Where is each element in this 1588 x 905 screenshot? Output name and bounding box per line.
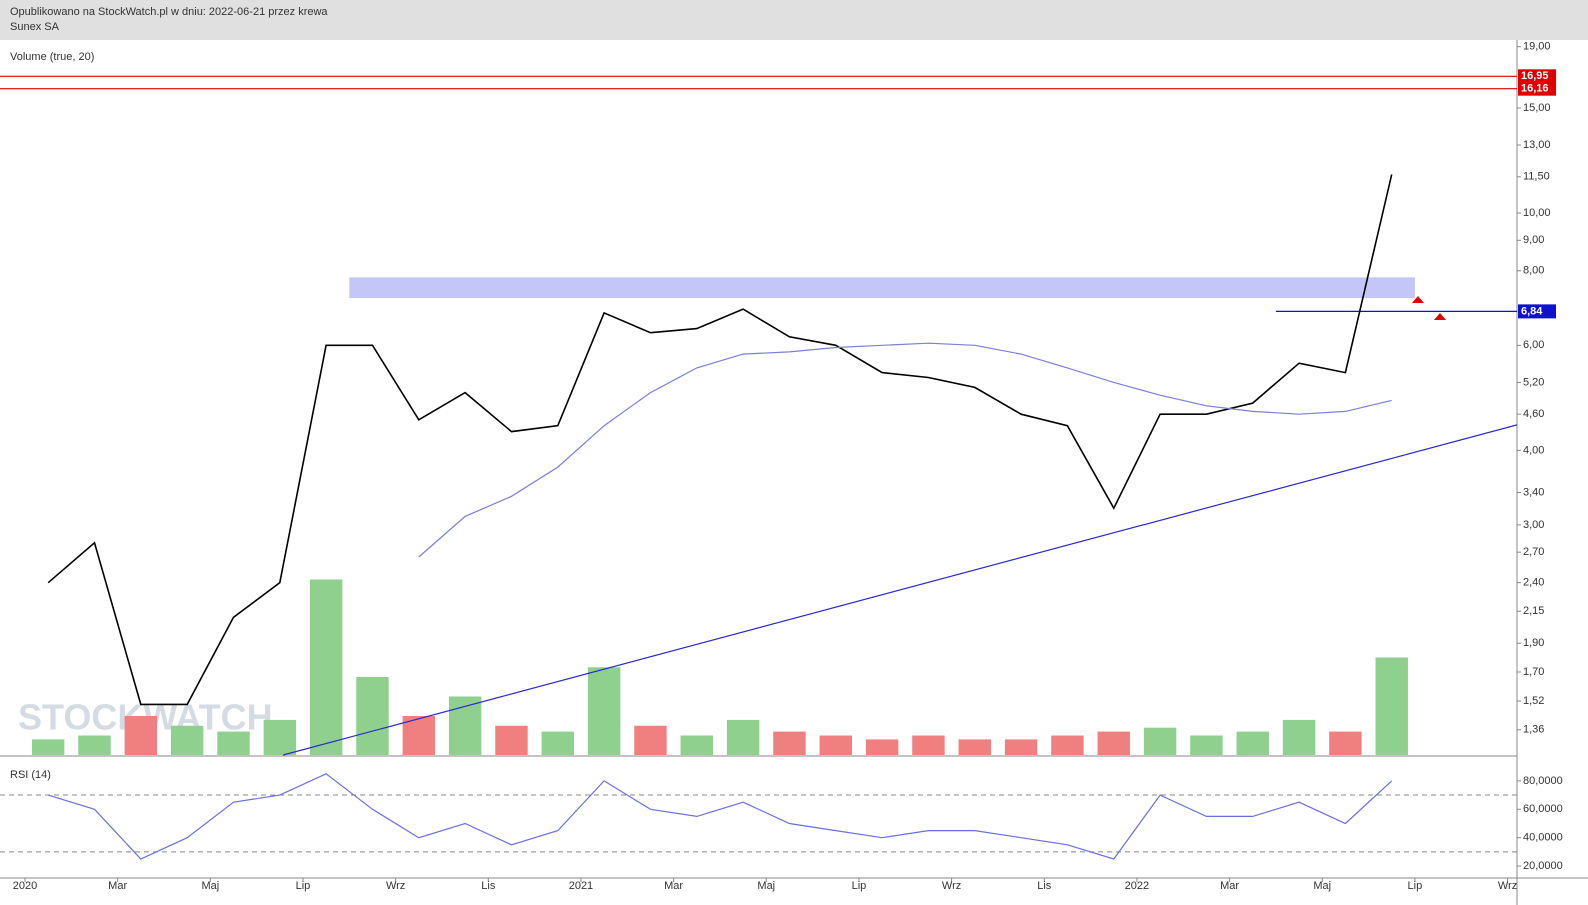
volume-bar	[587, 667, 621, 755]
volume-bar	[865, 739, 899, 755]
volume-bar	[541, 731, 575, 755]
x-tick-label: Mar	[108, 880, 127, 892]
volume-bar	[402, 716, 436, 755]
x-tick-label: Wrz	[1498, 880, 1517, 892]
y-tick-label: 11,50	[1523, 171, 1550, 183]
y-tick-label: 4,60	[1523, 408, 1544, 420]
level-badge	[1518, 69, 1556, 84]
y-tick-label: 60,0000	[1523, 803, 1563, 815]
volume-bar	[1329, 731, 1362, 755]
signal-marker	[1412, 296, 1424, 303]
level-label: 16,95	[1521, 70, 1549, 82]
series-line	[418, 342, 1392, 558]
y-tick-label: 1,90	[1523, 637, 1544, 649]
volume-bar	[124, 716, 158, 755]
volume-bar	[170, 725, 204, 755]
y-tick-label: 13,00	[1523, 139, 1551, 151]
volume-bar	[726, 719, 760, 755]
level-badge	[1518, 304, 1556, 319]
volume-bar	[217, 731, 250, 755]
volume-bar	[1051, 735, 1084, 755]
resistance-zone	[349, 277, 1415, 299]
y-tick-label: 80,0000	[1523, 775, 1563, 787]
x-tick-label: 2021	[569, 880, 593, 892]
y-tick-label: 15,00	[1523, 102, 1551, 114]
volume-bar	[1097, 731, 1130, 755]
y-tick-label: 6,00	[1523, 339, 1544, 351]
x-tick-label: Maj	[1313, 880, 1331, 892]
x-tick-label: Lis	[481, 880, 496, 892]
y-tick-label: 2,15	[1523, 605, 1544, 617]
y-tick-label: 8,00	[1523, 265, 1544, 277]
header-bar	[0, 0, 1588, 40]
y-tick-label: 4,00	[1523, 444, 1544, 456]
volume-bar	[356, 677, 389, 755]
volume-bar	[495, 725, 528, 755]
volume-bar	[680, 735, 714, 755]
volume-bar	[912, 735, 945, 755]
volume-bar	[309, 579, 343, 755]
rsi-title: RSI (14)	[10, 769, 51, 781]
volume-bar	[1236, 731, 1269, 755]
y-tick-label: 3,40	[1523, 486, 1544, 498]
volume-bar	[1004, 739, 1038, 755]
volume-bar	[31, 739, 65, 755]
level-badge	[1518, 81, 1556, 96]
y-tick-label: 1,70	[1523, 666, 1544, 678]
x-tick-label: 2020	[13, 880, 37, 892]
x-tick-label: Wrz	[942, 880, 961, 892]
series-line	[47, 174, 1393, 706]
volume-bar	[634, 725, 667, 755]
y-tick-label: 9,00	[1523, 234, 1544, 246]
y-tick-label: 10,00	[1523, 207, 1551, 219]
volume-bar	[1143, 727, 1177, 755]
volume-bar	[448, 696, 482, 755]
series-line	[48, 773, 1393, 860]
y-tick-label: 3,00	[1523, 519, 1544, 531]
y-tick-label: 1,52	[1523, 695, 1544, 707]
volume-bar	[1282, 719, 1316, 755]
x-tick-label: Wrz	[386, 880, 405, 892]
x-tick-label: Lip	[852, 880, 867, 892]
y-tick-label: 1,36	[1523, 724, 1544, 736]
volume-bar	[819, 735, 852, 755]
x-tick-label: Lip	[1408, 880, 1423, 892]
x-tick-label: 2022	[1125, 880, 1149, 892]
published-note: Opublikowano na StockWatch.pl w dniu: 20…	[10, 6, 328, 18]
volume-bar	[263, 719, 297, 755]
x-tick-label: Lip	[296, 880, 311, 892]
x-tick-label: Lis	[1037, 880, 1052, 892]
y-tick-label: 19,00	[1523, 41, 1551, 53]
x-tick-label: Mar	[664, 880, 683, 892]
x-tick-label: Mar	[1220, 880, 1239, 892]
signal-marker	[1434, 313, 1446, 320]
volume-bar	[1375, 657, 1408, 755]
x-tick-label: Maj	[757, 880, 775, 892]
y-tick-label: 5,20	[1523, 376, 1544, 388]
y-tick-label: 2,40	[1523, 577, 1544, 589]
level-label: 16,16	[1521, 83, 1549, 95]
y-tick-label: 2,70	[1523, 546, 1544, 558]
volume-bar	[958, 739, 991, 755]
volume-bar	[1190, 735, 1223, 755]
y-tick-label: 40,0000	[1523, 832, 1563, 844]
volume-title: Volume (true, 20)	[10, 51, 94, 63]
x-tick-label: Maj	[201, 880, 219, 892]
volume-bar	[78, 735, 111, 755]
volume-bar	[773, 731, 806, 755]
level-label: 6,84	[1521, 305, 1543, 317]
trendline	[283, 424, 1518, 756]
symbol: Sunex SA	[10, 21, 60, 33]
y-tick-label: 20,0000	[1523, 860, 1563, 872]
